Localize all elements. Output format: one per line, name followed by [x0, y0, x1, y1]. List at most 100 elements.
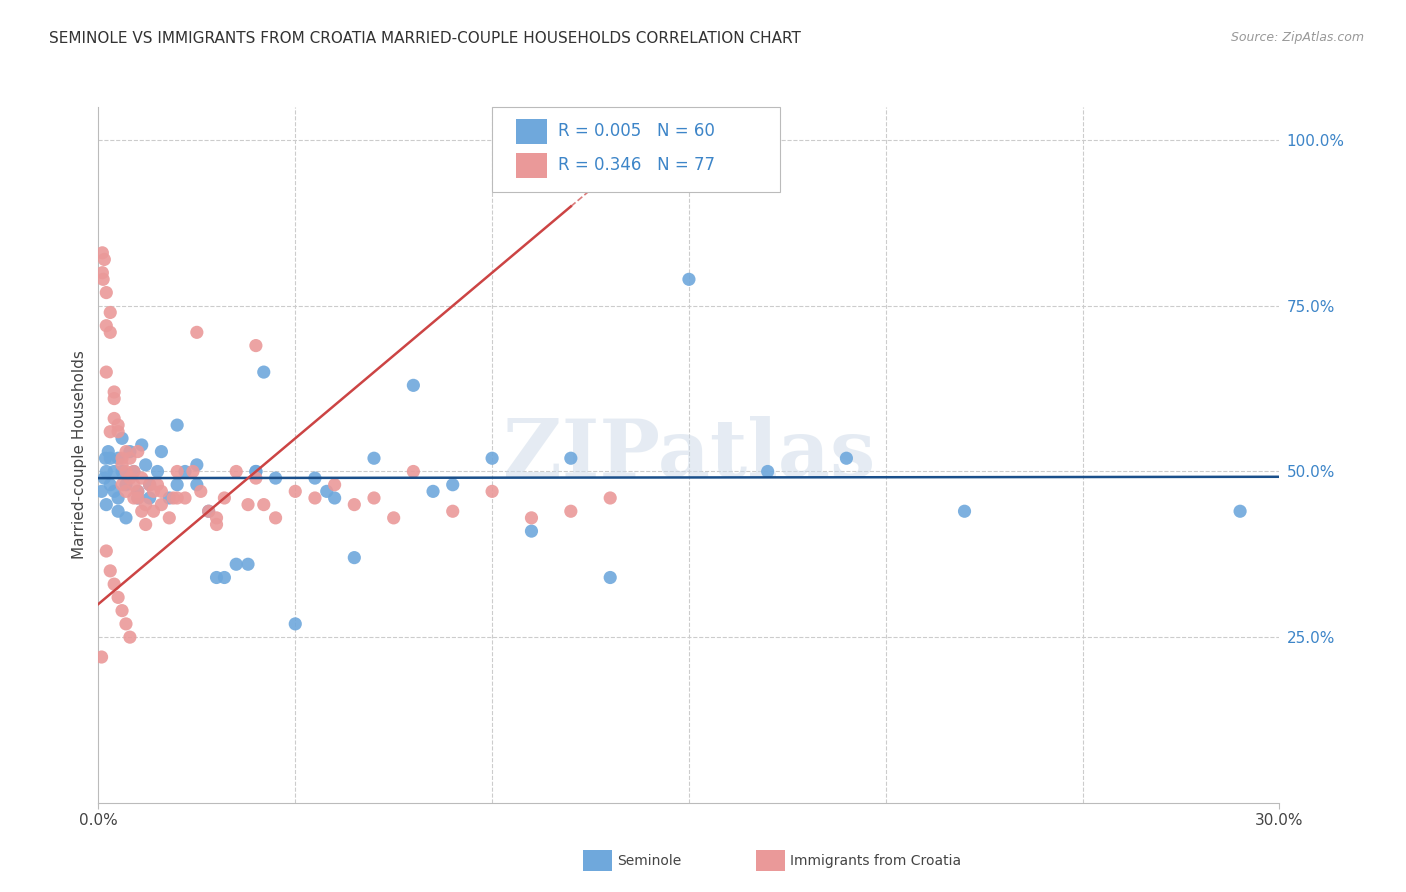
Point	[481, 451, 503, 466]
Point	[441, 504, 464, 518]
Point	[91, 272, 114, 286]
Point	[181, 465, 204, 479]
Point	[166, 491, 188, 505]
Point	[96, 498, 118, 512]
Point	[343, 550, 366, 565]
Point	[402, 378, 425, 392]
Point	[127, 491, 149, 505]
Point	[97, 444, 120, 458]
Point	[142, 504, 165, 518]
Point	[142, 484, 165, 499]
Point	[245, 338, 267, 352]
Point	[599, 491, 621, 505]
Point	[835, 451, 858, 466]
Point	[107, 451, 129, 466]
Point	[118, 630, 141, 644]
Point	[422, 484, 444, 499]
Text: R = 0.346   N = 77: R = 0.346 N = 77	[558, 156, 716, 174]
Point	[107, 425, 129, 439]
Point	[122, 491, 145, 505]
Point	[103, 465, 125, 479]
Point	[103, 392, 125, 406]
Point	[118, 471, 141, 485]
Point	[127, 484, 149, 499]
Point	[115, 511, 138, 525]
Point	[363, 451, 385, 466]
Point	[214, 491, 236, 505]
Point	[481, 484, 503, 499]
Point	[1229, 504, 1251, 518]
Point	[115, 484, 138, 499]
Point	[138, 477, 160, 491]
Point	[96, 318, 118, 333]
Point	[111, 431, 134, 445]
Point	[245, 465, 267, 479]
Point	[315, 484, 337, 499]
Point	[111, 477, 134, 491]
Point	[111, 465, 134, 479]
Point	[174, 491, 197, 505]
Point	[166, 477, 188, 491]
Point	[343, 498, 366, 512]
Point	[131, 438, 153, 452]
Point	[953, 504, 976, 518]
Point	[166, 465, 188, 479]
Point	[98, 305, 121, 319]
Point	[363, 491, 385, 505]
Point	[186, 458, 208, 472]
Point	[111, 451, 134, 466]
Point	[94, 451, 117, 466]
Point	[225, 465, 247, 479]
Point	[560, 451, 582, 466]
Point	[98, 425, 121, 439]
Point	[162, 491, 184, 505]
Point	[520, 524, 543, 538]
Point	[197, 504, 219, 518]
Point	[90, 650, 112, 665]
Point	[236, 558, 259, 572]
Point	[245, 465, 267, 479]
Point	[103, 384, 125, 399]
Point	[678, 272, 700, 286]
Point	[135, 517, 157, 532]
Point	[107, 418, 129, 433]
Point	[402, 465, 425, 479]
Point	[98, 477, 121, 491]
Text: SEMINOLE VS IMMIGRANTS FROM CROATIA MARRIED-COUPLE HOUSEHOLDS CORRELATION CHART: SEMINOLE VS IMMIGRANTS FROM CROATIA MARR…	[49, 31, 801, 46]
Point	[150, 484, 173, 499]
Point	[146, 477, 169, 491]
Point	[756, 465, 779, 479]
Point	[166, 418, 188, 433]
Point	[245, 471, 267, 485]
Point	[127, 491, 149, 505]
Point	[96, 285, 118, 300]
Point	[111, 458, 134, 472]
Point	[284, 484, 307, 499]
Point	[146, 465, 169, 479]
Text: ZIPatlas: ZIPatlas	[503, 416, 875, 494]
Point	[205, 570, 228, 584]
Text: R = 0.005   N = 60: R = 0.005 N = 60	[558, 122, 716, 140]
Point	[115, 444, 138, 458]
Point	[98, 564, 121, 578]
Point	[150, 444, 173, 458]
Point	[138, 491, 160, 505]
Point	[127, 444, 149, 458]
Point	[197, 504, 219, 518]
Point	[174, 465, 197, 479]
Point	[91, 266, 114, 280]
Point	[225, 558, 247, 572]
Point	[103, 411, 125, 425]
Point	[115, 465, 138, 479]
Point	[157, 491, 180, 505]
Point	[560, 504, 582, 518]
Point	[118, 451, 141, 466]
Point	[98, 451, 121, 466]
Point	[111, 604, 134, 618]
Point	[98, 326, 121, 340]
Point	[214, 570, 236, 584]
Point	[135, 458, 157, 472]
Text: Immigrants from Croatia: Immigrants from Croatia	[790, 854, 962, 868]
Point	[441, 477, 464, 491]
Point	[382, 511, 405, 525]
